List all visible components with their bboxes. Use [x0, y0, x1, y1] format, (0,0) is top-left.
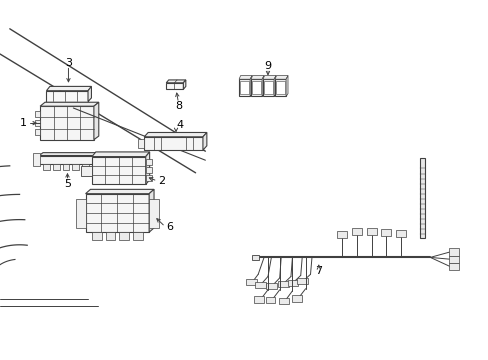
Polygon shape [145, 159, 151, 165]
Polygon shape [72, 164, 79, 170]
Polygon shape [53, 164, 60, 170]
Polygon shape [35, 120, 40, 126]
Polygon shape [46, 86, 91, 91]
Polygon shape [277, 281, 288, 287]
Polygon shape [94, 102, 99, 140]
Text: 2: 2 [158, 176, 164, 186]
Polygon shape [263, 79, 273, 96]
Polygon shape [273, 76, 275, 96]
Polygon shape [395, 230, 405, 237]
Polygon shape [251, 255, 259, 260]
Polygon shape [149, 199, 159, 228]
Polygon shape [33, 153, 40, 166]
Polygon shape [351, 228, 361, 235]
Polygon shape [265, 283, 276, 289]
Polygon shape [183, 80, 185, 89]
Text: 5: 5 [64, 179, 71, 189]
Text: 3: 3 [65, 58, 72, 68]
Polygon shape [145, 175, 151, 181]
Polygon shape [105, 232, 115, 240]
Polygon shape [265, 297, 275, 303]
Polygon shape [138, 139, 144, 148]
Polygon shape [144, 132, 206, 137]
Polygon shape [92, 157, 145, 184]
Polygon shape [145, 167, 151, 173]
Polygon shape [35, 111, 40, 117]
Polygon shape [448, 248, 458, 256]
Polygon shape [448, 256, 458, 263]
Polygon shape [133, 232, 142, 240]
Polygon shape [81, 166, 92, 176]
Polygon shape [88, 86, 91, 102]
Polygon shape [166, 80, 185, 83]
Polygon shape [249, 76, 252, 96]
Polygon shape [262, 76, 264, 96]
Polygon shape [239, 79, 249, 96]
Polygon shape [274, 76, 287, 79]
Polygon shape [246, 279, 257, 285]
Polygon shape [254, 296, 264, 303]
Polygon shape [39, 156, 95, 164]
Polygon shape [366, 228, 376, 235]
Polygon shape [40, 102, 99, 106]
Polygon shape [381, 229, 390, 236]
Text: 8: 8 [175, 101, 182, 111]
Polygon shape [291, 295, 301, 302]
Polygon shape [95, 153, 99, 164]
Polygon shape [203, 132, 206, 150]
Polygon shape [46, 91, 88, 102]
Polygon shape [92, 232, 102, 240]
Polygon shape [62, 164, 69, 170]
Text: 1: 1 [20, 118, 27, 128]
Polygon shape [264, 81, 272, 94]
Polygon shape [278, 298, 288, 304]
Polygon shape [419, 158, 425, 238]
Polygon shape [85, 189, 154, 194]
Polygon shape [119, 232, 129, 240]
Polygon shape [239, 76, 252, 79]
Polygon shape [92, 152, 149, 157]
Polygon shape [337, 231, 346, 238]
Polygon shape [275, 81, 285, 94]
Polygon shape [39, 153, 99, 156]
Polygon shape [76, 199, 85, 228]
Polygon shape [35, 129, 40, 135]
Polygon shape [144, 137, 203, 150]
Text: 9: 9 [264, 61, 271, 71]
Polygon shape [297, 278, 307, 284]
Polygon shape [254, 282, 265, 288]
Polygon shape [95, 153, 102, 166]
Polygon shape [263, 76, 275, 79]
Polygon shape [82, 164, 89, 170]
Polygon shape [274, 79, 285, 96]
Polygon shape [285, 76, 287, 96]
Polygon shape [40, 106, 94, 140]
Polygon shape [145, 152, 149, 184]
Polygon shape [149, 189, 154, 232]
Polygon shape [448, 263, 458, 270]
Text: 6: 6 [166, 222, 173, 232]
Polygon shape [43, 164, 50, 170]
Polygon shape [85, 194, 149, 232]
Polygon shape [166, 83, 183, 89]
Text: 4: 4 [176, 120, 183, 130]
Text: 7: 7 [315, 266, 322, 276]
Polygon shape [251, 79, 262, 96]
Polygon shape [251, 76, 264, 79]
Polygon shape [240, 81, 248, 94]
Polygon shape [252, 81, 261, 94]
Polygon shape [287, 280, 298, 286]
